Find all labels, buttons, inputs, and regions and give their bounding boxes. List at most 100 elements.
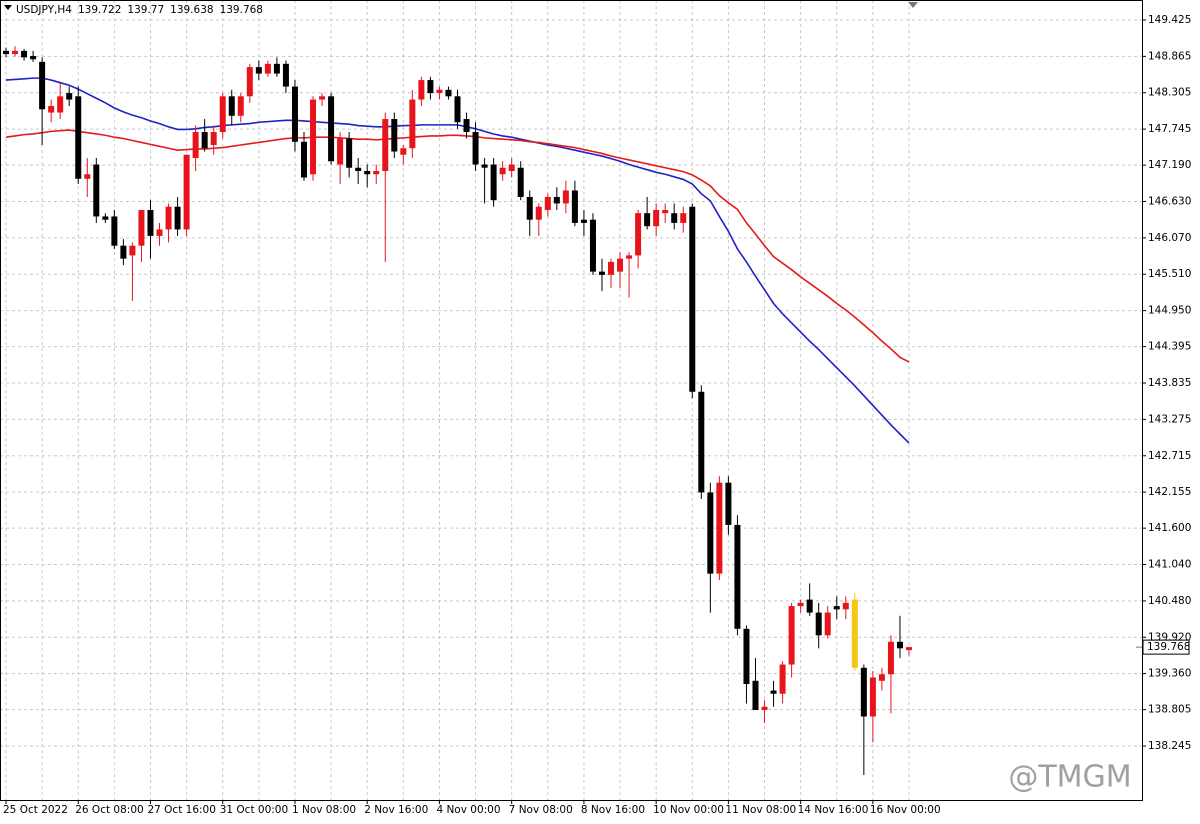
y-tick-label: 138.245 bbox=[1148, 740, 1191, 752]
x-tick-label: 25 Oct 2022 bbox=[3, 804, 68, 816]
candle-body bbox=[671, 213, 678, 223]
candle-body bbox=[860, 667, 867, 717]
candle-body bbox=[264, 63, 271, 74]
candle-body bbox=[644, 213, 651, 227]
candle-body bbox=[400, 148, 407, 155]
y-tick-label: 149.425 bbox=[1148, 14, 1191, 26]
candle-body bbox=[562, 190, 569, 204]
candle-body bbox=[21, 50, 28, 58]
candle-body bbox=[273, 63, 280, 74]
x-tick-label: 27 Oct 16:00 bbox=[147, 804, 215, 816]
candle-body bbox=[364, 170, 371, 175]
header-high: 139.77 bbox=[127, 4, 164, 16]
plot-frame bbox=[0, 0, 1143, 801]
candle-body bbox=[689, 206, 696, 392]
candle-body bbox=[635, 213, 642, 256]
candle-body bbox=[436, 89, 443, 94]
y-tick-label: 142.715 bbox=[1148, 450, 1191, 462]
candle-body bbox=[626, 255, 633, 259]
y-tick-label: 148.305 bbox=[1148, 87, 1191, 99]
x-tick-label: 1 Nov 08:00 bbox=[292, 804, 356, 816]
candle-body bbox=[210, 132, 217, 146]
candle-body bbox=[138, 209, 145, 246]
candle-body bbox=[57, 96, 64, 113]
candle-body bbox=[553, 196, 560, 204]
current-price-box bbox=[1142, 639, 1190, 655]
candle-body bbox=[535, 206, 542, 220]
candle-body bbox=[598, 271, 605, 275]
y-tick-label: 140.480 bbox=[1148, 595, 1191, 607]
candle-body bbox=[30, 56, 37, 60]
y-tick-label: 143.835 bbox=[1148, 377, 1191, 389]
x-tick-label: 10 Nov 00:00 bbox=[653, 804, 724, 816]
candle-body bbox=[472, 132, 479, 165]
candle-body bbox=[734, 524, 741, 629]
candle-body bbox=[761, 706, 768, 710]
candle-body bbox=[75, 96, 82, 179]
y-tick-label: 147.745 bbox=[1148, 123, 1191, 135]
header-open: 139.722 bbox=[78, 4, 121, 16]
x-tick-label: 14 Nov 16:00 bbox=[798, 804, 869, 816]
current-price-label: 139.768 bbox=[1147, 641, 1190, 653]
candle-body bbox=[102, 216, 109, 220]
candle-body bbox=[418, 80, 425, 100]
candle-body bbox=[156, 229, 163, 236]
candle-body bbox=[373, 170, 380, 175]
candle-body bbox=[165, 206, 172, 230]
candle-body bbox=[111, 216, 118, 246]
x-tick-label: 4 Nov 00:00 bbox=[436, 804, 500, 816]
candle-body bbox=[328, 96, 335, 162]
candle-body bbox=[282, 63, 289, 87]
y-tick-label: 142.155 bbox=[1148, 486, 1191, 498]
candle-body bbox=[788, 606, 795, 665]
y-tick-label: 144.395 bbox=[1148, 341, 1191, 353]
candle-body bbox=[833, 606, 840, 610]
candle-body bbox=[147, 209, 154, 236]
candle-body bbox=[743, 628, 750, 685]
candle-body bbox=[48, 106, 55, 113]
candle-body bbox=[192, 132, 199, 158]
x-tick-label: 31 Oct 00:00 bbox=[220, 804, 288, 816]
candle-body bbox=[906, 647, 912, 651]
candle-body bbox=[770, 690, 777, 694]
candle-body bbox=[851, 599, 858, 668]
y-tick-label: 138.805 bbox=[1148, 704, 1191, 716]
shift-marker bbox=[908, 2, 918, 8]
candle-body bbox=[653, 209, 660, 227]
candle-body bbox=[517, 167, 524, 197]
candle-body bbox=[815, 612, 822, 636]
candle-body bbox=[228, 96, 235, 116]
x-tick-label: 26 Oct 08:00 bbox=[75, 804, 143, 816]
candle-body bbox=[174, 206, 181, 230]
candle-body bbox=[481, 164, 488, 168]
candle-body bbox=[237, 96, 244, 116]
candle-body bbox=[869, 677, 876, 717]
candle-body bbox=[12, 50, 19, 55]
candle-body bbox=[490, 164, 497, 201]
header-icon bbox=[4, 5, 12, 10]
x-tick-label: 11 Nov 08:00 bbox=[725, 804, 796, 816]
candle-body bbox=[589, 219, 596, 272]
candle-body bbox=[716, 482, 723, 574]
y-tick-label: 143.275 bbox=[1148, 413, 1191, 425]
candle-body bbox=[291, 86, 298, 142]
candle-body bbox=[445, 89, 452, 97]
candle-body bbox=[3, 50, 9, 55]
candle-body bbox=[337, 138, 344, 165]
candle-body bbox=[725, 482, 732, 525]
chart-header: USDJPY,H4 139.722 139.77 139.638 139.768 bbox=[16, 4, 263, 16]
candle-body bbox=[824, 612, 831, 636]
x-tick-label: 16 Nov 00:00 bbox=[870, 804, 941, 816]
candle-body bbox=[129, 245, 136, 256]
candle-body bbox=[201, 132, 208, 149]
candle-body bbox=[842, 602, 849, 610]
candle-body bbox=[66, 93, 73, 100]
candle-body bbox=[427, 80, 434, 94]
candle-body bbox=[409, 99, 416, 149]
candle-body bbox=[508, 164, 515, 171]
candle-body bbox=[779, 664, 786, 694]
candle-body bbox=[219, 96, 226, 133]
header-close: 139.768 bbox=[220, 4, 263, 16]
candle-body bbox=[806, 599, 813, 613]
